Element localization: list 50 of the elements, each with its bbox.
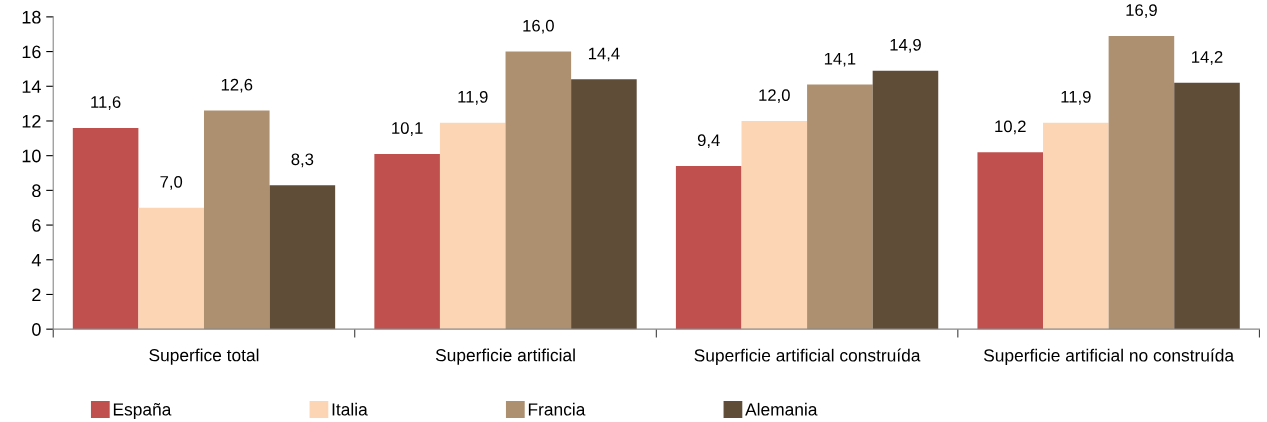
bar <box>872 70 939 330</box>
data-label: 12,6 <box>221 78 253 93</box>
bar <box>807 84 873 330</box>
bar <box>1174 82 1240 330</box>
bar <box>675 166 742 330</box>
data-label: 7,0 <box>160 175 183 190</box>
data-label: 11,9 <box>1061 90 1091 105</box>
y-tick-label: 6 <box>32 219 41 232</box>
bar <box>269 185 336 330</box>
bar <box>203 110 270 330</box>
data-label: 10,2 <box>995 120 1026 135</box>
bar <box>72 127 139 330</box>
legend-label: España <box>113 402 172 420</box>
data-label: 14,1 <box>824 52 856 67</box>
bar <box>505 51 572 330</box>
legend-label: Italia <box>332 402 368 416</box>
data-label: 14,9 <box>890 38 921 53</box>
data-label: 14,2 <box>1192 51 1223 65</box>
y-tick-label: 8 <box>32 184 41 198</box>
data-label: 12,0 <box>759 89 790 103</box>
bar <box>1108 35 1175 330</box>
x-tick-label: Superficie artificial no construída <box>983 348 1235 365</box>
data-label: 14,4 <box>588 47 620 62</box>
x-tick-label: Superfice total <box>149 348 259 365</box>
data-label: 16,9 <box>1126 4 1157 18</box>
bar <box>374 153 440 330</box>
x-tick-label: Superficie artificial <box>435 348 575 365</box>
legend-label: Alemania <box>745 402 818 416</box>
y-tick-label: 4 <box>31 253 41 267</box>
data-label: 8,3 <box>291 153 314 168</box>
data-label: 11,9 <box>458 90 488 105</box>
bar <box>977 152 1044 330</box>
y-tick-label: 10 <box>22 149 41 163</box>
data-label: 10,1 <box>392 122 423 136</box>
x-tick-label: Superficie artificial construída <box>694 348 921 365</box>
y-tick-label: 14 <box>22 80 41 93</box>
y-tick-label: 16 <box>22 45 41 59</box>
bar <box>138 207 204 330</box>
data-label: 11,6 <box>91 96 121 110</box>
legend-label: Francia <box>528 402 586 416</box>
data-label: 16,0 <box>523 19 554 34</box>
data-label: 9,4 <box>697 134 720 149</box>
y-tick-label: 2 <box>32 288 41 301</box>
y-tick-label: 12 <box>22 114 41 128</box>
bar <box>439 122 506 330</box>
y-tick-label: 0 <box>32 323 41 336</box>
y-tick-label: 18 <box>22 10 41 24</box>
bar <box>571 79 637 330</box>
bar <box>741 120 808 330</box>
bar <box>1043 122 1109 330</box>
